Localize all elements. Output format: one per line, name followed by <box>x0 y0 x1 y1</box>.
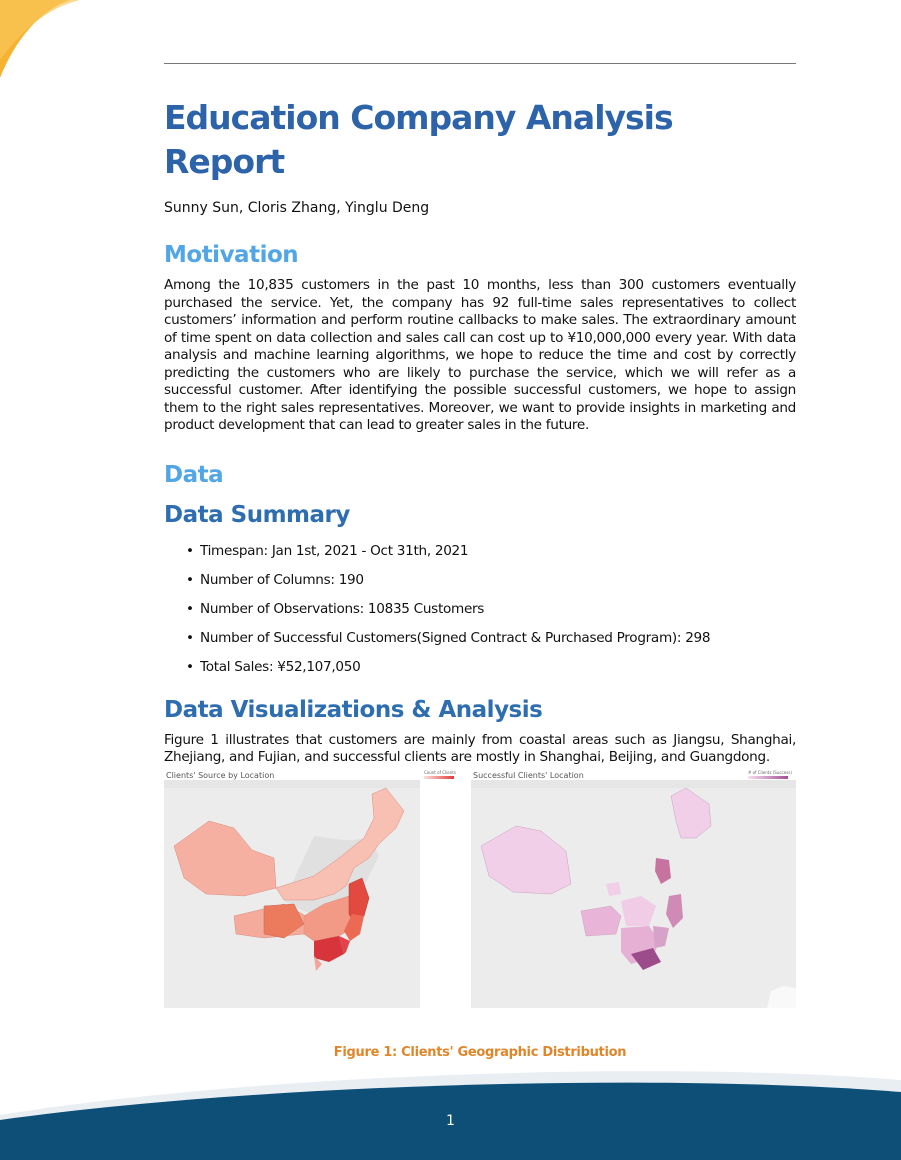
data-heading: Data <box>164 461 224 488</box>
report-title: Education Company Analysis Report <box>164 98 674 181</box>
bullet-icon: • <box>186 600 194 617</box>
left-legend-gradient <box>424 776 454 779</box>
data-summary-list: • Timespan: Jan 1st, 2021 - Oct 31th, 202… <box>164 542 796 676</box>
visualizations-heading: Data Visualizations & Analysis <box>164 696 543 723</box>
page-number: 1 <box>446 1113 455 1129</box>
figure-caption: Figure 1: Clients' Geographic Distributi… <box>333 1045 627 1060</box>
header-rule <box>164 63 796 64</box>
list-item: • Timespan: Jan 1st, 2021 - Oct 31th, 202… <box>186 542 469 559</box>
bullet-icon: • <box>186 658 194 675</box>
clients-source-map: Clients' Source by Location Count of Cli… <box>164 766 464 1008</box>
left-map-title: Clients' Source by Location <box>166 771 275 780</box>
right-map-title: Successful Clients' Location <box>473 771 584 780</box>
bullet-icon: • <box>186 629 194 646</box>
right-legend-gradient <box>748 776 788 779</box>
visualizations-paragraph: Figure 1 illustrates that customers are … <box>164 731 796 766</box>
data-summary-heading: Data Summary <box>164 501 350 528</box>
report-authors: Sunny Sun, Cloris Zhang, Yinglu Deng <box>164 200 430 216</box>
motivation-heading: Motivation <box>164 242 299 268</box>
bullet-icon: • <box>186 542 194 559</box>
footer-wave-decoration <box>0 1071 901 1160</box>
list-item: • Number of Observations: 10835 Customers <box>186 600 485 617</box>
list-item: • Total Sales: ¥52,107,050 <box>186 658 361 675</box>
bullet-icon: • <box>186 571 194 588</box>
list-item: • Number of Columns: 190 <box>186 571 364 588</box>
list-item: • Number of Successful Customers(Signed C… <box>186 629 711 646</box>
right-map-legend: # of Clients (Success) <box>748 770 792 779</box>
corner-swoosh-decoration <box>0 0 80 78</box>
successful-clients-map: Successful Clients' Location # of Client… <box>471 766 796 1008</box>
left-map-legend: Count of Clients <box>424 770 456 779</box>
china-map-red-image <box>164 766 464 1008</box>
motivation-paragraph: Among the 10,835 customers in the past 1… <box>164 277 796 433</box>
figure-1-maps: Clients' Source by Location Count of Cli… <box>164 766 796 1008</box>
report-body: Education Company Analysis Report Sunny … <box>164 96 796 767</box>
china-map-purple-image <box>471 780 796 1008</box>
